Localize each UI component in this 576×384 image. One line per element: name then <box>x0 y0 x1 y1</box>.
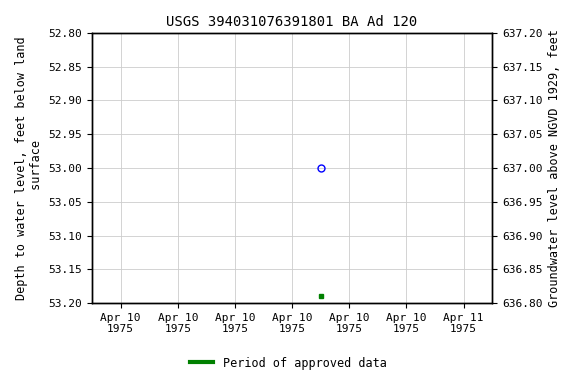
Y-axis label: Depth to water level, feet below land
 surface: Depth to water level, feet below land su… <box>15 36 43 300</box>
Legend: Period of approved data: Period of approved data <box>185 352 391 374</box>
Y-axis label: Groundwater level above NGVD 1929, feet: Groundwater level above NGVD 1929, feet <box>548 29 561 307</box>
Title: USGS 394031076391801 BA Ad 120: USGS 394031076391801 BA Ad 120 <box>166 15 418 29</box>
